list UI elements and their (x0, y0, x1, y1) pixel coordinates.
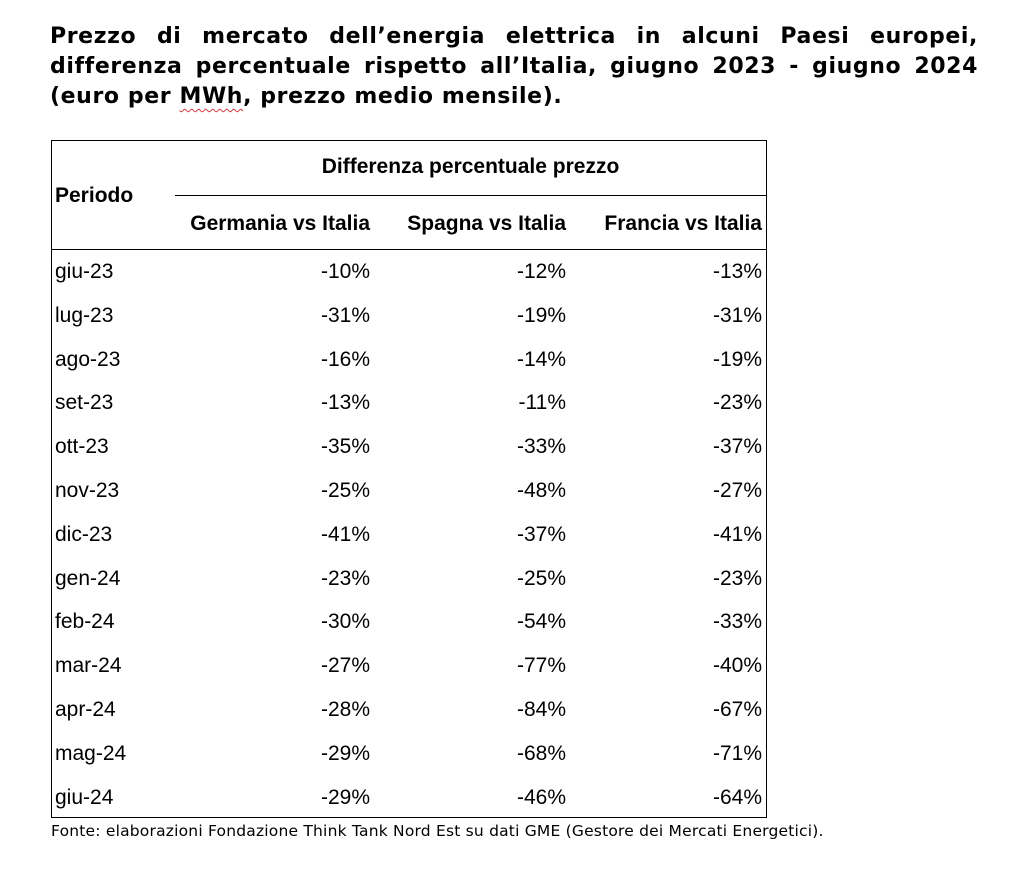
title-line-1: Prezzo di mercato dell’energia elettrica… (50, 24, 978, 49)
table-row: feb-24 -30% -54% -33% (52, 601, 766, 645)
germania-value-cell: -29% (320, 741, 370, 765)
table-row: gen-24 -23% -25% -23% (52, 558, 766, 602)
period-cell: apr-24 (55, 697, 116, 721)
germania-value-cell: -28% (320, 697, 370, 721)
francia-value-cell: -33% (712, 610, 762, 634)
header-bottom-rule (52, 249, 766, 250)
period-cell: ott-23 (55, 435, 109, 459)
period-cell: mar-24 (55, 654, 122, 678)
germania-value-cell: -29% (320, 785, 370, 809)
table-row: ott-23 -35% -33% -37% (52, 426, 766, 470)
table-row: lug-23 -31% -19% -31% (52, 295, 766, 339)
title-line-3-prefix: (euro per (50, 84, 180, 109)
table-row: dic-23 -41% -37% -41% (52, 514, 766, 558)
spagna-value-cell: -19% (516, 303, 566, 327)
title-line-3-suffix: , prezzo medio mensile). (243, 84, 563, 109)
spagna-value-cell: -37% (516, 522, 566, 546)
column-header-spagna: Spagna vs Italia (407, 212, 566, 235)
spagna-value-cell: -84% (516, 697, 566, 721)
period-cell: gen-24 (55, 566, 121, 590)
spagna-value-cell: -54% (516, 610, 566, 634)
column-header-francia: Francia vs Italia (604, 212, 762, 235)
spagna-value-cell: -68% (516, 741, 566, 765)
table-row: mar-24 -27% -77% -40% (52, 645, 766, 689)
germania-value-cell: -31% (320, 303, 370, 327)
francia-value-cell: -13% (712, 260, 762, 283)
period-cell: feb-24 (55, 610, 115, 634)
spagna-value-cell: -11% (518, 391, 566, 415)
period-cell: giu-23 (55, 260, 114, 283)
spagna-value-cell: -12% (516, 260, 566, 283)
period-cell: nov-23 (55, 478, 120, 502)
germania-value-cell: -35% (320, 435, 370, 459)
group-header-rule (175, 195, 766, 196)
spagna-value-cell: -48% (516, 478, 566, 502)
table-row: nov-23 -25% -48% -27% (52, 470, 766, 514)
germania-value-cell: -27% (320, 654, 370, 678)
period-cell: giu-24 (55, 785, 114, 809)
spagna-value-cell: -33% (516, 435, 566, 459)
table-row: giu-23 -10% -12% -13% (52, 251, 766, 295)
germania-value-cell: -13% (320, 391, 370, 415)
period-cell: mag-24 (55, 741, 127, 765)
column-header-germania: Germania vs Italia (190, 212, 370, 235)
francia-value-cell: -27% (712, 478, 762, 502)
francia-value-cell: -64% (712, 785, 762, 809)
spagna-value-cell: -25% (516, 566, 566, 590)
germania-value-cell: -16% (320, 347, 370, 371)
francia-value-cell: -31% (712, 303, 762, 327)
spagna-value-cell: -77% (516, 654, 566, 678)
title-line-3: (euro per MWh, prezzo medio mensile). (50, 82, 978, 112)
price-difference-table: Periodo Differenza percentuale prezzo Ge… (51, 140, 767, 818)
period-column-header: Periodo (55, 184, 134, 207)
period-cell: set-23 (55, 391, 114, 415)
period-cell: dic-23 (55, 522, 113, 546)
source-note: Fonte: elaborazioni Fondazione Think Tan… (51, 822, 824, 840)
germania-value-cell: -10% (320, 260, 370, 283)
period-cell: lug-23 (55, 303, 114, 327)
francia-value-cell: -23% (712, 391, 762, 415)
germania-value-cell: -41% (320, 522, 370, 546)
francia-value-cell: -41% (712, 522, 762, 546)
table-row: mag-24 -29% -68% -71% (52, 733, 766, 777)
spagna-value-cell: -46% (516, 785, 566, 809)
francia-value-cell: -71% (712, 741, 762, 765)
francia-value-cell: -40% (712, 654, 762, 678)
germania-value-cell: -25% (320, 478, 370, 502)
francia-value-cell: -19% (712, 347, 762, 371)
spagna-value-cell: -14% (516, 347, 566, 371)
germania-value-cell: -30% (320, 610, 370, 634)
period-cell: ago-23 (55, 347, 121, 371)
table-body: giu-23 -10% -12% -13% lug-23 -31% -19% -31% ago-… (52, 251, 766, 820)
table-row: set-23 -13% -11% -23% (52, 382, 766, 426)
document-title: Prezzo di mercato dell’energia elettrica… (50, 22, 978, 112)
germania-value-cell: -23% (320, 566, 370, 590)
francia-value-cell: -67% (712, 697, 762, 721)
title-spellcheck-word: MWh (179, 84, 244, 109)
table-row: apr-24 -28% -84% -67% (52, 689, 766, 733)
group-column-header: Differenza percentuale prezzo (321, 155, 620, 178)
francia-value-cell: -37% (712, 435, 762, 459)
title-line-2: differenza percentuale rispetto all’Ital… (50, 54, 978, 79)
table-row: giu-24 -29% -46% -64% (52, 777, 766, 821)
table-row: ago-23 -16% -14% -19% (52, 339, 766, 383)
francia-value-cell: -23% (712, 566, 762, 590)
